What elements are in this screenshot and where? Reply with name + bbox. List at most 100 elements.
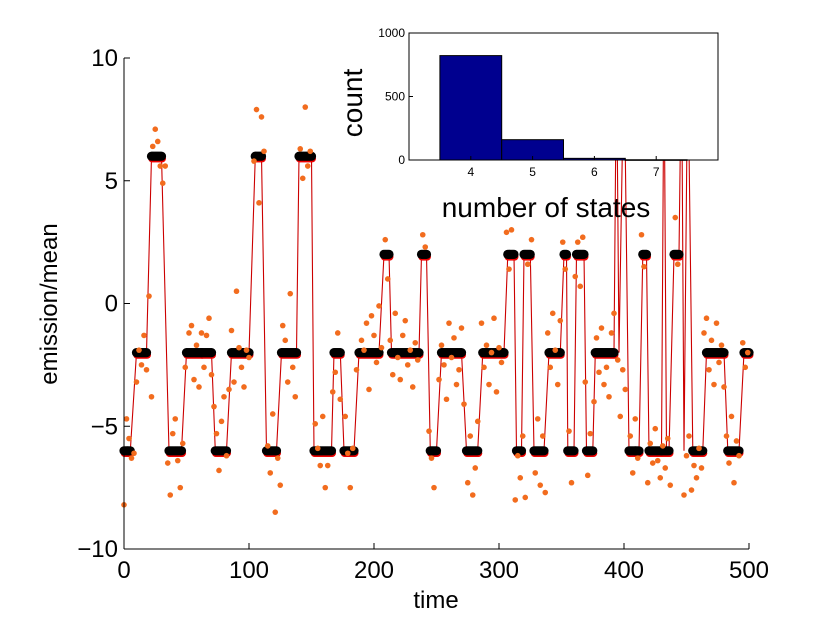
emission-point [146, 293, 152, 299]
emission-point [544, 330, 551, 336]
emission-point [289, 364, 296, 371]
inferred-state-marker [641, 249, 652, 259]
emission-point [154, 138, 161, 145]
emission-point [559, 239, 566, 245]
emission-point [152, 126, 159, 132]
emission-point [169, 430, 176, 437]
y-tick-label: −5 [91, 413, 118, 440]
emission-point [201, 364, 207, 371]
emission-point [223, 452, 230, 459]
emission-point [711, 381, 717, 388]
emission-point [703, 315, 710, 322]
emission-point [496, 344, 502, 351]
emission-point [554, 381, 561, 388]
emission-point [213, 430, 220, 437]
emission-point [179, 440, 186, 447]
emission-point [272, 509, 279, 515]
emission-point [539, 433, 546, 439]
emission-point [287, 290, 294, 297]
x-tick-label: 400 [604, 557, 644, 584]
emission-point [693, 475, 700, 481]
histogram-bar [439, 55, 503, 161]
emission-point [638, 231, 645, 238]
emission-point [534, 416, 541, 422]
emission-point [203, 332, 210, 339]
emission-point [517, 475, 524, 481]
emission-point [394, 354, 401, 361]
emission-point [182, 364, 189, 371]
emission-point [461, 401, 467, 407]
emission-point [402, 317, 409, 324]
emission-point [498, 359, 505, 366]
emission-point [448, 354, 455, 361]
emission-point [436, 376, 442, 383]
emission-point [344, 450, 351, 457]
emission-point [399, 332, 406, 339]
inferred-state-marker [414, 348, 424, 358]
emission-point [641, 263, 647, 270]
y-axis-ticks: −10 −5 0 5 10 [77, 45, 130, 563]
emission-point [256, 200, 262, 206]
emission-point [193, 342, 200, 349]
emission-point [488, 349, 495, 356]
emission-point [373, 359, 380, 366]
emission-point [324, 462, 331, 469]
emission-point [742, 364, 749, 371]
inferred-state-marker [719, 348, 729, 358]
emission-point [718, 342, 725, 349]
emission-point [304, 163, 311, 169]
inferred-state-marker [579, 249, 589, 259]
emission-point [698, 465, 705, 471]
emission-point [579, 234, 586, 241]
emission-point [706, 366, 712, 373]
emission-point [681, 492, 687, 498]
emission-point [148, 393, 155, 400]
emission-point [547, 364, 554, 371]
x-tick-label: 0 [117, 557, 130, 584]
emission-point [478, 320, 485, 326]
emission-point [603, 364, 610, 371]
x-tick-label: 300 [479, 557, 519, 584]
emission-point [126, 435, 132, 442]
emission-point [596, 369, 602, 376]
emission-point [572, 273, 579, 280]
inferred-state-marker [141, 348, 152, 358]
inferred-state-marker [384, 249, 394, 259]
inset-x-tick-label: 5 [529, 165, 536, 179]
inset-x-tick-label: 7 [653, 165, 660, 179]
emission-point [228, 327, 235, 334]
emission-point [322, 484, 329, 491]
emission-point [261, 148, 267, 155]
emission-point [428, 455, 435, 461]
inferred-state-marker [539, 446, 549, 456]
emission-point [713, 320, 720, 326]
emission-point [674, 261, 681, 268]
emission-point [691, 462, 697, 469]
emission-point [606, 393, 612, 400]
emission-point [683, 452, 690, 459]
inferred-state-marker [431, 446, 442, 456]
emission-point [299, 175, 306, 182]
inset-y-axis-ticks: 0 500 1000 [378, 26, 413, 167]
inferred-state-marker [206, 348, 217, 358]
emission-point [188, 322, 195, 329]
emission-point [617, 413, 624, 420]
inset-x-axis-label: number of states [442, 192, 651, 223]
emission-point [334, 330, 341, 336]
emission-point [123, 416, 130, 422]
emission-point [236, 344, 242, 351]
emission-point [662, 465, 669, 471]
emission-point [157, 163, 164, 169]
inferred-state-marker [569, 446, 579, 456]
inferred-state-marker [456, 348, 467, 358]
emission-point [696, 445, 702, 452]
emission-point [191, 376, 197, 383]
x-tick-label: 100 [229, 557, 269, 584]
emission-point [167, 492, 174, 498]
emission-point [443, 396, 450, 403]
emission-point [251, 158, 257, 164]
emission-point [688, 487, 695, 493]
emission-point [716, 359, 722, 366]
emission-point [186, 330, 192, 336]
emission-point [419, 231, 426, 238]
